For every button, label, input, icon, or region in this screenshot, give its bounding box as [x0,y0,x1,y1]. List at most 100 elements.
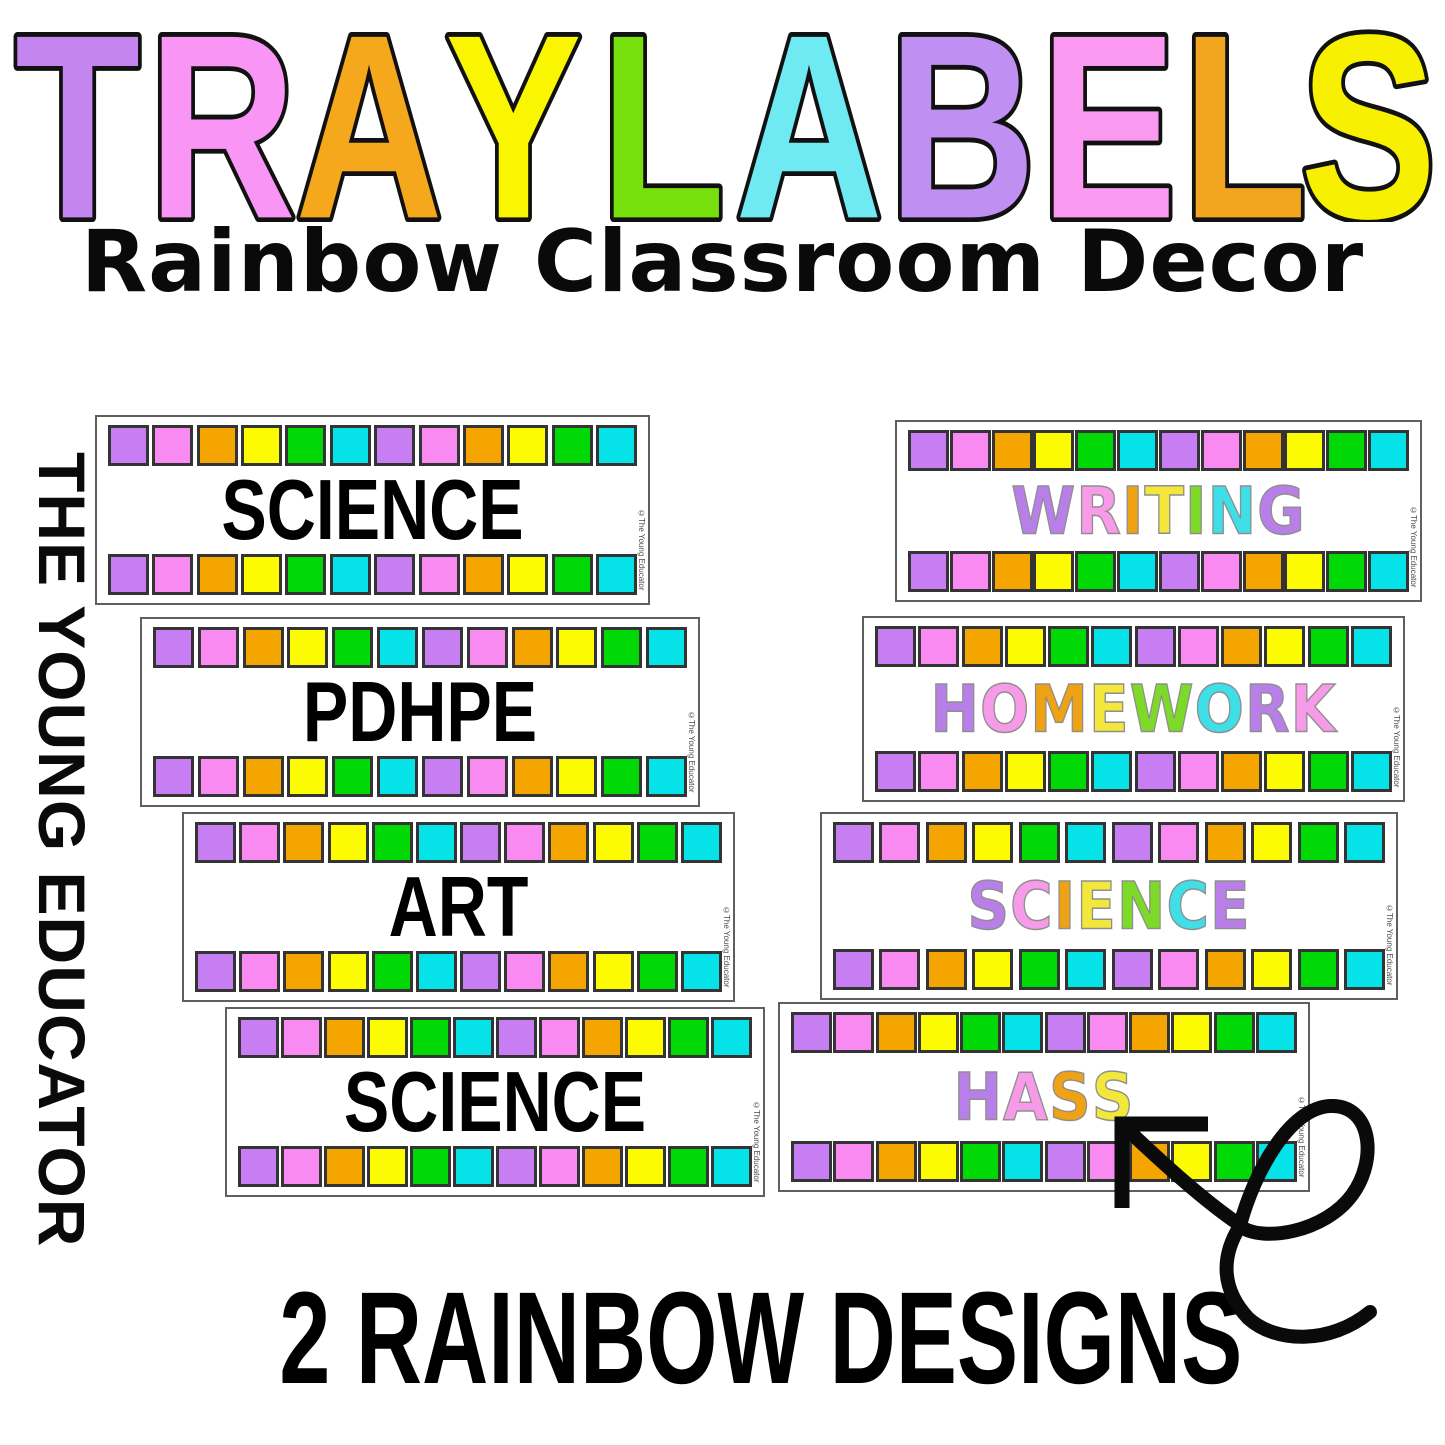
color-square [833,949,874,990]
color-square [1048,751,1090,792]
color-square [1002,1012,1044,1053]
color-square [1367,430,1409,471]
color-square [645,627,687,668]
color-square [1134,626,1176,667]
color-square [711,1146,752,1187]
color-square [241,554,283,595]
color-square [1264,751,1306,792]
color-square [1204,822,1246,863]
square-row-top [791,1012,1297,1053]
color-square [1158,949,1200,990]
color-square [875,1012,917,1053]
color-square [197,627,239,668]
color-square [582,1146,623,1187]
color-square [153,627,194,668]
color-square [592,951,634,992]
color-square [680,951,722,992]
square-row-top [875,626,1392,667]
watermark-text: ©The Young Educator [637,509,646,591]
tray-label-pdhpe: PDHPE ©The Young Educator [140,617,700,807]
color-square [592,822,634,863]
color-square [466,756,508,797]
square-row-top [833,822,1385,863]
color-square [1075,551,1117,592]
color-square [367,1146,408,1187]
color-square [511,756,553,797]
color-square [1002,1141,1044,1182]
color-square [1033,551,1075,592]
color-square [453,1017,494,1058]
square-row-bottom [195,951,722,992]
color-square [283,951,325,992]
color-square [421,627,463,668]
color-square [548,951,590,992]
color-square [281,1146,322,1187]
color-square [582,1017,623,1058]
color-square [410,1146,451,1187]
color-square [1200,430,1242,471]
footer-text-inner: 2 RAINBOW DESIGNS [279,1264,1242,1411]
color-square [539,1146,580,1187]
color-square [1307,626,1349,667]
color-square [636,822,678,863]
color-square [1221,626,1263,667]
tray-label-text: PDHPE [302,664,538,760]
color-square [415,822,457,863]
color-square [1326,551,1368,592]
color-square [791,1012,832,1053]
color-square [625,1146,666,1187]
color-square [551,425,593,466]
hand-drawn-arrow-icon [1114,1099,1377,1344]
color-square [601,627,643,668]
color-square [327,822,369,863]
color-square [241,425,283,466]
color-square [1204,949,1246,990]
color-square [329,425,371,466]
color-square [418,554,460,595]
color-square [1091,626,1133,667]
color-square [197,756,239,797]
color-square [1158,430,1200,471]
square-row-bottom [153,756,687,797]
color-square [949,430,991,471]
square-row-top [908,430,1409,471]
color-square [504,951,546,992]
color-square [453,1146,494,1187]
color-square [496,1146,537,1187]
color-square [917,1141,959,1182]
color-square [960,1141,1002,1182]
color-square [332,756,374,797]
color-square [1284,551,1326,592]
square-row-top [238,1017,752,1058]
color-square [1200,551,1242,592]
color-square [991,551,1033,592]
color-square [1221,751,1263,792]
color-square [1297,949,1339,990]
color-square [917,1012,959,1053]
color-square [1065,949,1107,990]
color-square [374,425,416,466]
color-square [1350,626,1392,667]
color-square [1213,1012,1255,1053]
color-square [833,822,874,863]
color-square [196,554,238,595]
color-square [507,425,549,466]
color-square [242,627,284,668]
color-square [239,951,281,992]
color-square [374,554,416,595]
color-square [1033,430,1075,471]
color-square [875,626,916,667]
color-square [1343,822,1385,863]
watermark-text: ©The Young Educator [752,1101,761,1183]
square-row-top [195,822,722,863]
color-square [1264,626,1306,667]
color-square [1213,1141,1255,1182]
color-square [1158,822,1200,863]
color-square [879,949,921,990]
color-square [1367,551,1409,592]
color-square [1158,551,1200,592]
